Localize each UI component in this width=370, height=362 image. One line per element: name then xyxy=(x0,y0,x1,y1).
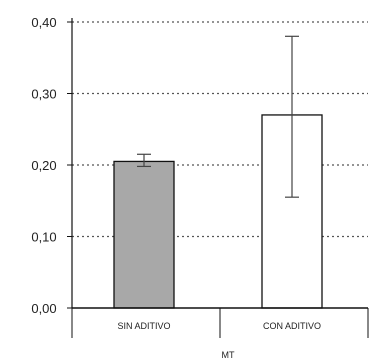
x-axis-label: MT xyxy=(222,350,235,360)
x-category-label: SIN ADITIVO xyxy=(117,321,170,331)
x-category-label: CON ADITIVO xyxy=(263,321,321,331)
bars xyxy=(113,114,323,309)
y-tick-label: 0,40 xyxy=(31,15,56,30)
axes xyxy=(67,18,369,338)
y-tick-label: 0,00 xyxy=(31,301,56,316)
y-tick-label: 0,10 xyxy=(31,230,56,245)
y-tick-label: 0,20 xyxy=(31,158,56,173)
y-tick-labels: 0,00 0,10 0,20 0,30 0,40 xyxy=(31,15,56,316)
bar xyxy=(113,160,175,309)
y-tick-label: 0,30 xyxy=(31,87,56,102)
error-bars xyxy=(137,35,299,198)
x-category-labels: SIN ADITIVO CON ADITIVO xyxy=(117,321,321,331)
